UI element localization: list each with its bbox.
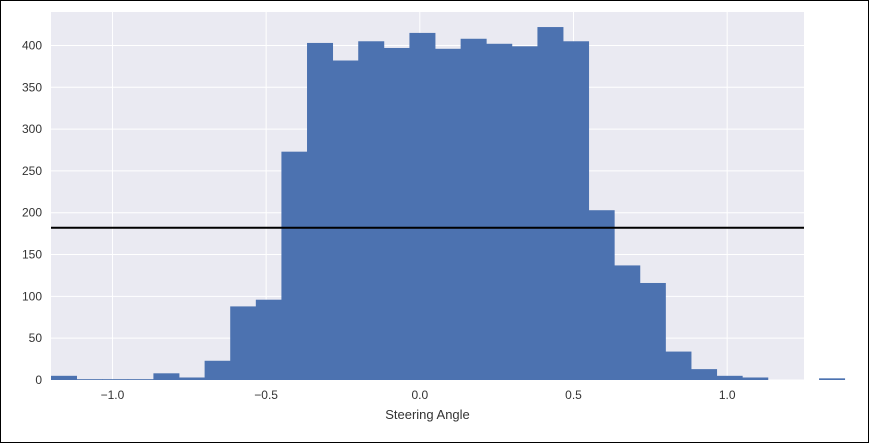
histogram-bars bbox=[51, 27, 846, 381]
histogram-bar bbox=[281, 151, 308, 380]
histogram-bar bbox=[409, 32, 436, 381]
histogram-bar bbox=[665, 351, 692, 380]
y-tick-label: 300 bbox=[22, 122, 42, 136]
histogram-bar bbox=[460, 38, 487, 380]
histogram-bar bbox=[537, 27, 564, 381]
histogram-bar bbox=[716, 375, 743, 380]
histogram-bar bbox=[204, 360, 231, 380]
y-tick-label: 50 bbox=[29, 331, 43, 345]
histogram-bar bbox=[332, 60, 359, 380]
x-tick-label: 0.0 bbox=[411, 388, 428, 402]
histogram-bar bbox=[486, 43, 513, 380]
x-tick-label: −1.0 bbox=[101, 388, 125, 402]
histogram-bar bbox=[691, 369, 718, 380]
y-axis-ticks: 0 50 100 150 200 250 300 350 400 bbox=[22, 38, 42, 387]
histogram-bar bbox=[76, 379, 103, 380]
x-axis-label: Steering Angle bbox=[385, 407, 470, 422]
histogram-bar bbox=[435, 48, 462, 381]
y-tick-label: 100 bbox=[22, 289, 42, 303]
histogram-bar bbox=[383, 47, 410, 381]
histogram-bar bbox=[153, 373, 180, 380]
histogram-bar bbox=[819, 378, 846, 380]
x-tick-label: 0.5 bbox=[565, 388, 582, 402]
y-tick-label: 150 bbox=[22, 248, 42, 262]
histogram-bar bbox=[102, 379, 129, 380]
y-tick-label: 0 bbox=[35, 373, 42, 387]
histogram-bar bbox=[614, 265, 641, 380]
x-tick-label: −0.5 bbox=[254, 388, 278, 402]
histogram-bar bbox=[179, 377, 206, 380]
x-axis-ticks: −1.0 −0.5 0.0 0.5 1.0 bbox=[101, 388, 736, 402]
y-tick-label: 250 bbox=[22, 164, 42, 178]
histogram-bar bbox=[307, 42, 334, 380]
histogram-bar bbox=[358, 41, 385, 380]
histogram-bar bbox=[639, 282, 666, 380]
histogram-bar bbox=[588, 210, 615, 380]
histogram-bar bbox=[742, 377, 769, 380]
y-tick-label: 350 bbox=[22, 80, 42, 94]
histogram-bar bbox=[230, 306, 257, 380]
histogram-bar bbox=[51, 375, 78, 380]
histogram-bar bbox=[127, 379, 154, 380]
histogram-bar bbox=[563, 41, 590, 380]
y-tick-label: 400 bbox=[22, 38, 42, 52]
histogram-bar bbox=[511, 46, 538, 381]
y-tick-label: 200 bbox=[22, 206, 42, 220]
x-tick-label: 1.0 bbox=[719, 388, 736, 402]
histogram-bar bbox=[255, 299, 282, 380]
